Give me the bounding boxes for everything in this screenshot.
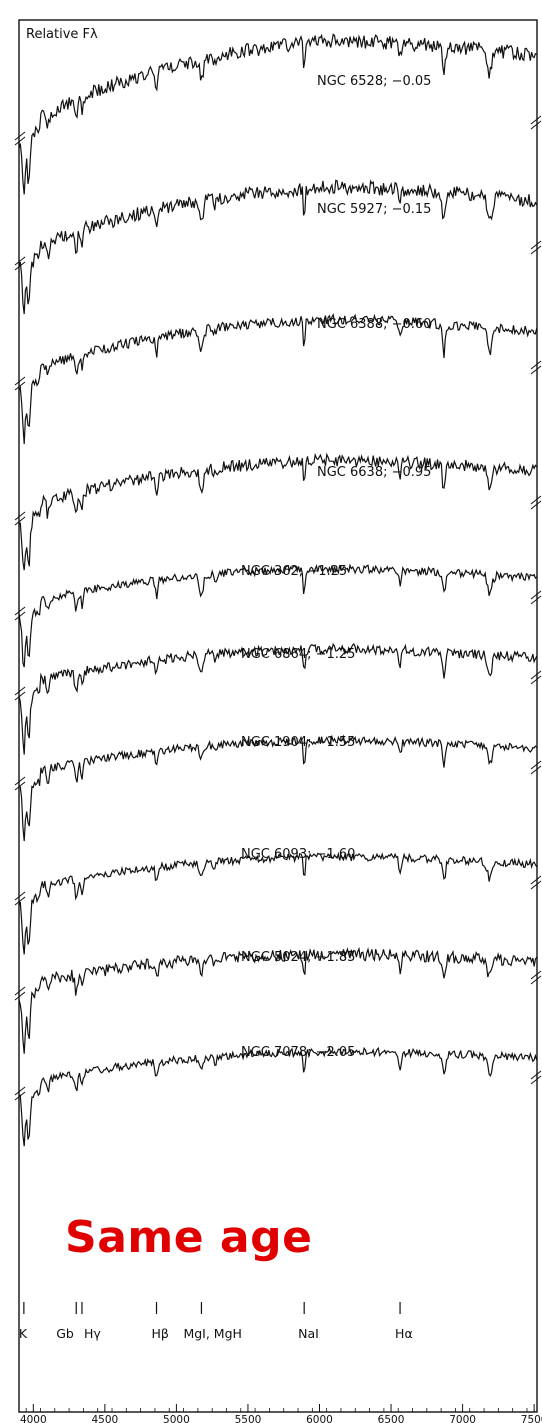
plot-frame bbox=[18, 19, 538, 1413]
spectrum-label-9: NGC 5024; −1.85 bbox=[241, 950, 355, 965]
spectrum-line-1 bbox=[18, 33, 537, 195]
same-age-annotation: Same age bbox=[65, 1212, 313, 1263]
spectrum-label-3: NGC 6388; −0.60 bbox=[317, 317, 431, 332]
x-tick-label-7000: 7000 bbox=[449, 1414, 476, 1423]
break-mark-left-1 bbox=[14, 131, 26, 146]
break-mark-right-9 bbox=[530, 970, 542, 985]
spectral-line-markers: K Gb Hγ Hβ MgI, MgH NaI Hα bbox=[19, 1302, 413, 1341]
line-label-7: Hα bbox=[395, 1326, 413, 1341]
break-mark-right-3 bbox=[530, 360, 542, 375]
spectrum-line-8 bbox=[18, 851, 538, 955]
break-mark-right-8 bbox=[530, 875, 542, 890]
break-mark-right-2 bbox=[530, 240, 542, 255]
line-label-4: Hβ bbox=[152, 1326, 169, 1341]
x-tick-label-6500: 6500 bbox=[378, 1414, 405, 1423]
x-axis: 4000 4500 5000 5500 6000 6500 7000 7500 bbox=[20, 1404, 542, 1423]
x-tick-label-4500: 4500 bbox=[91, 1414, 118, 1423]
spectrum-line-3 bbox=[18, 313, 538, 445]
break-mark-left-4 bbox=[14, 511, 26, 526]
spectrum-5: NGC 362; −1.25 bbox=[14, 563, 542, 668]
spectrum-label-7: NGC 1904; −1.55 bbox=[241, 735, 355, 750]
spectrum-10: NGC 7078; −2.05 bbox=[14, 1045, 542, 1147]
spectrum-label-10: NGC 7078; −2.05 bbox=[241, 1045, 355, 1060]
spectrum-label-5: NGC 362; −1.25 bbox=[241, 564, 347, 579]
spectrum-label-6: NGC 6864; −1.25 bbox=[241, 647, 355, 662]
spectrum-9: NGC 5024; −1.85 bbox=[14, 946, 542, 1054]
x-tick-label-5000: 5000 bbox=[163, 1414, 190, 1423]
spectrum-line-5 bbox=[18, 563, 538, 668]
break-mark-left-9 bbox=[14, 986, 26, 1001]
x-tick-label-4000: 4000 bbox=[20, 1414, 47, 1423]
break-mark-left-7 bbox=[14, 776, 26, 791]
break-mark-right-1 bbox=[530, 115, 542, 130]
line-label-1: K bbox=[19, 1326, 28, 1341]
x-tick-label-7500: 7500 bbox=[521, 1414, 542, 1423]
spectrum-line-6 bbox=[18, 642, 538, 755]
spectrum-8: NGC 6093; −1.60 bbox=[14, 847, 542, 955]
line-label-2: Gb bbox=[56, 1326, 74, 1341]
series-layer: NGC 6528; −0.05 NGC 5927; −0.15 NGC 6388; … bbox=[14, 33, 542, 1147]
break-mark-left-10 bbox=[14, 1086, 26, 1101]
line-label-6: NaI bbox=[298, 1326, 319, 1341]
x-tick-label-5500: 5500 bbox=[235, 1414, 262, 1423]
break-mark-left-2 bbox=[14, 256, 26, 271]
spectrum-3: NGC 6388; −0.60 bbox=[14, 313, 542, 445]
spectrum-line-9 bbox=[18, 946, 538, 1054]
spectrum-2: NGC 5927; −0.15 bbox=[14, 179, 542, 315]
spectrum-line-4 bbox=[18, 452, 538, 571]
break-mark-right-6 bbox=[530, 670, 542, 685]
break-mark-left-6 bbox=[14, 686, 26, 701]
spectrum-label-1: NGC 6528; −0.05 bbox=[317, 74, 431, 89]
spectrum-7: NGC 1904; −1.55 bbox=[14, 734, 542, 842]
spectrum-label-2: NGC 5927; −0.15 bbox=[317, 202, 431, 217]
line-label-5: MgI, MgH bbox=[183, 1326, 241, 1341]
spectrum-line-2 bbox=[18, 179, 538, 315]
spectrum-1: NGC 6528; −0.05 bbox=[14, 33, 542, 195]
spectrum-6: NGC 6864; −1.25 bbox=[14, 642, 542, 755]
spectrum-line-7 bbox=[18, 734, 538, 842]
break-mark-right-5 bbox=[530, 590, 542, 605]
spectrum-line-10 bbox=[18, 1046, 538, 1147]
spectrum-label-4: NGC 6638; −0.95 bbox=[317, 465, 431, 480]
y-axis-label: Relative Fλ bbox=[26, 27, 98, 42]
break-mark-left-3 bbox=[14, 376, 26, 391]
break-mark-right-7 bbox=[530, 760, 542, 775]
break-mark-right-10 bbox=[530, 1070, 542, 1085]
spectrum-label-8: NGC 6093; −1.60 bbox=[241, 847, 355, 862]
break-mark-left-8 bbox=[14, 891, 26, 906]
spectrum-4: NGC 6638; −0.95 bbox=[14, 452, 542, 571]
break-mark-left-5 bbox=[14, 606, 26, 621]
line-label-3: Hγ bbox=[84, 1326, 101, 1341]
break-mark-right-4 bbox=[530, 495, 542, 510]
x-tick-label-6000: 6000 bbox=[306, 1414, 333, 1423]
